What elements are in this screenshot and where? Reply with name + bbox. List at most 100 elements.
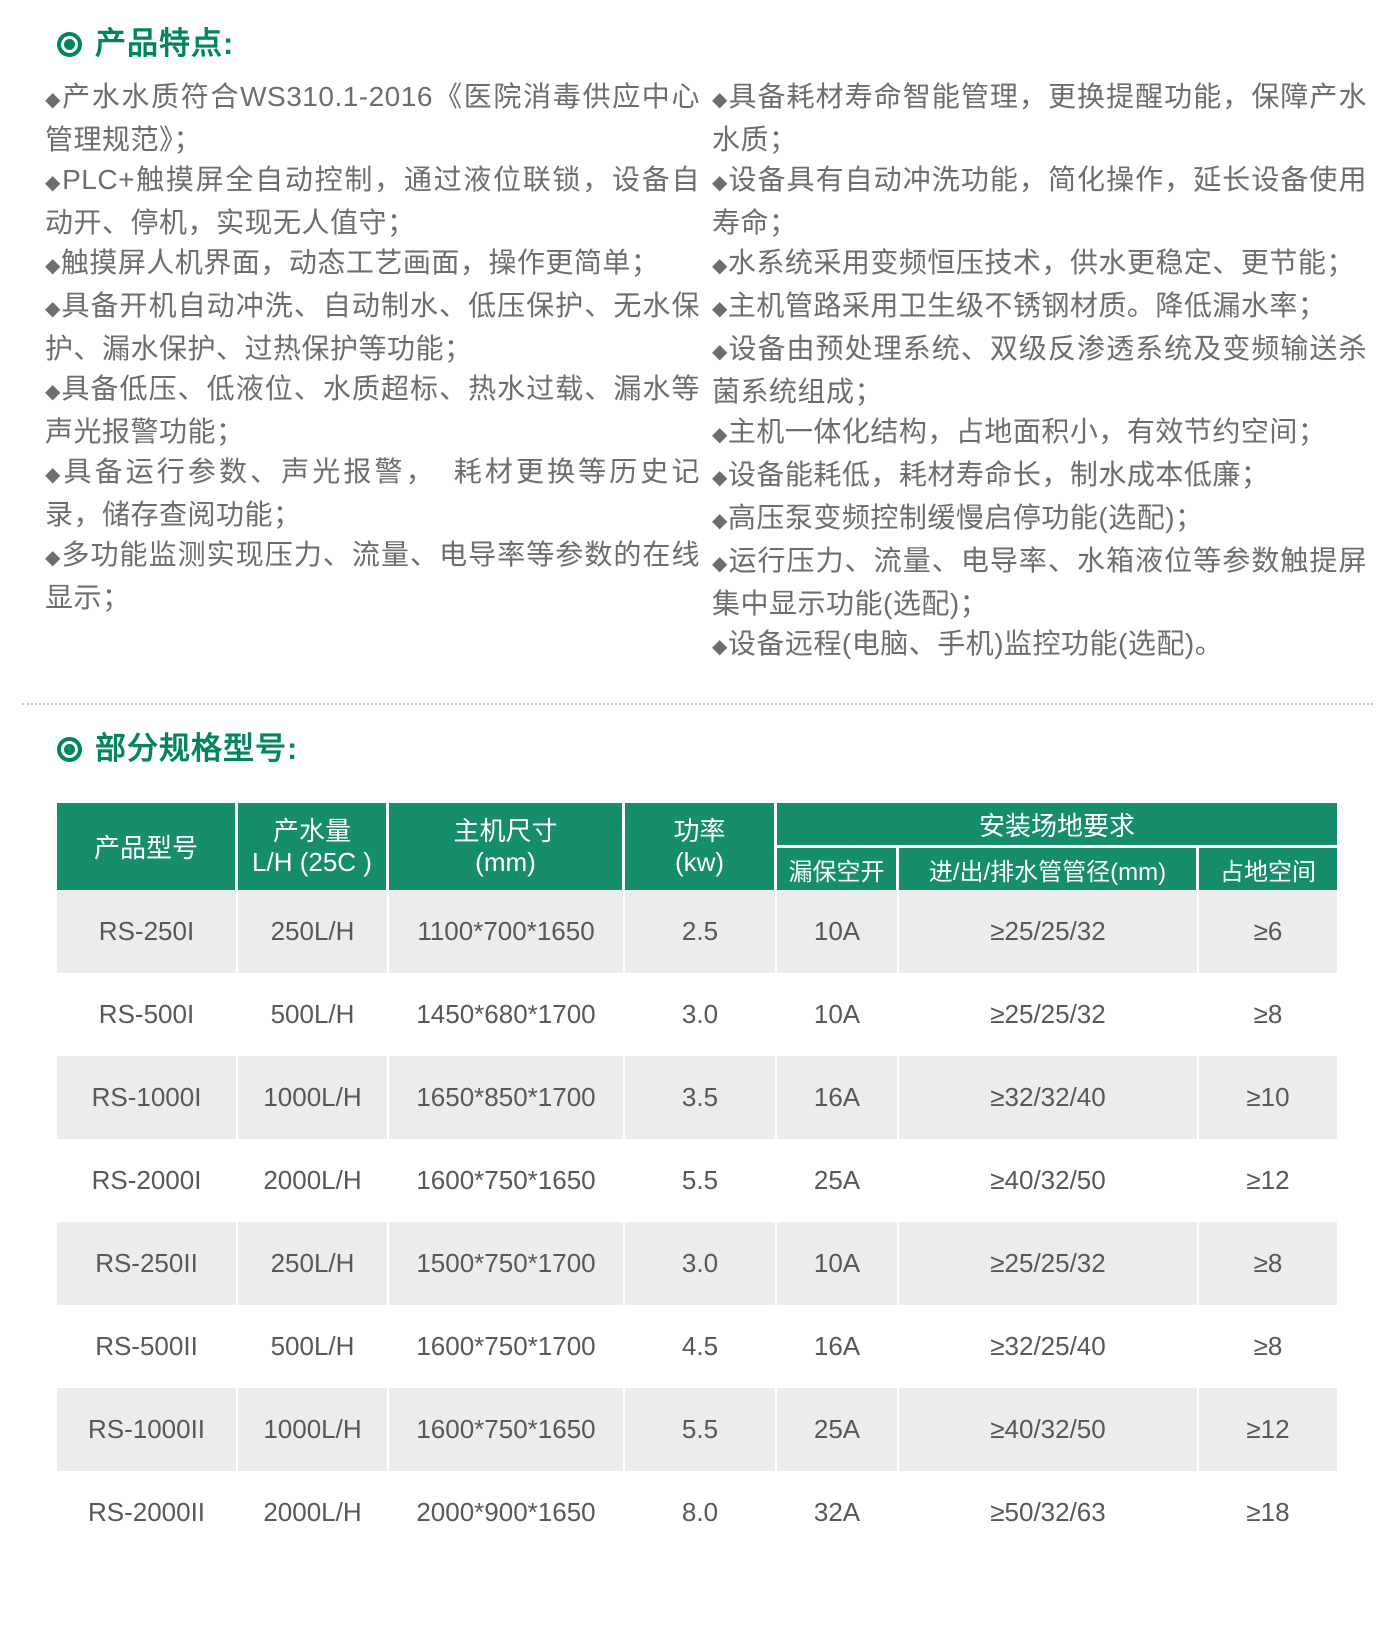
cell-capacity: 1000L/H <box>238 1056 389 1139</box>
spec-table-row: RS-1000II 1000L/H 1600*750*1650 5.5 25A … <box>57 1388 1338 1471</box>
cell-size: 1100*700*1650 <box>389 890 625 973</box>
features-left-column: ◆产水水质符合WS310.1-2016《医院消毒供应中心管理规范》； ◆PLC+… <box>45 77 700 667</box>
brochure-page: 产品特点: ◆产水水质符合WS310.1-2016《医院消毒供应中心管理规范》；… <box>0 26 1395 1626</box>
cell-capacity: 500L/H <box>238 973 389 1056</box>
cell-space: ≥8 <box>1253 999 1283 1029</box>
cell-model: RS-250II <box>57 1222 238 1305</box>
cell-power: 3.5 <box>625 1056 777 1139</box>
col-header-power-line2: (kw) <box>674 846 725 877</box>
cell-power: 3.0 <box>625 1222 777 1305</box>
cell-pipe: ≥40/32/50 <box>899 1139 1199 1222</box>
cell-size: 1650*850*1700 <box>389 1056 625 1139</box>
feature-item: ◆具备开机自动冲洗、自动制水、低压保护、无水保护、漏水保护、过热保护等功能； <box>45 290 700 364</box>
cell-pipe: ≥32/25/40 <box>899 1305 1199 1388</box>
cell-breaker: 16A <box>777 1305 899 1388</box>
spec-table-row: RS-500I 500L/H 1450*680*1700 3.0 10A ≥25… <box>57 973 1338 1056</box>
spec-table-row: RS-2000I 2000L/H 1600*750*1650 5.5 25A ≥… <box>57 1139 1338 1222</box>
feature-item: ◆触摸屏人机界面，动态工艺画面，操作更简单； <box>45 247 660 278</box>
cell-model: RS-500I <box>57 973 238 1056</box>
cell-pipe: ≥32/32/40 <box>899 1056 1199 1139</box>
cell-space: ≥8 <box>1253 1248 1283 1278</box>
col-header-power: 功率 (kw) <box>625 803 777 890</box>
cell-capacity: 2000L/H <box>238 1139 389 1222</box>
feature-item: ◆水系统采用变频恒压技术，供水更稳定、更节能； <box>712 247 1355 278</box>
cell-power: 8.0 <box>625 1471 777 1554</box>
cell-model: RS-1000II <box>57 1388 238 1471</box>
feature-item: ◆设备远程(电脑、手机)监控功能(选配)。 <box>712 628 1224 659</box>
feature-item: ◆具备运行参数、声光报警， 耗材更换等历史记录，储存查阅功能； <box>45 456 700 530</box>
cell-space: ≥10 <box>1246 1082 1290 1112</box>
feature-item: ◆多功能监测实现压力、流量、电导率等参数的在线显示； <box>45 539 700 613</box>
cell-breaker: 25A <box>777 1139 899 1222</box>
features-right-column: ◆具备耗材寿命智能管理，更换提醒功能，保障产水水质； ◆设备具有自动冲洗功能，简… <box>712 77 1367 667</box>
cell-model: RS-2000II <box>57 1471 238 1554</box>
specs-section-title: 部分规格型号: <box>95 731 299 766</box>
cell-space: ≥6 <box>1253 916 1283 946</box>
col-header-size-line1: 主机尺寸 <box>453 815 558 846</box>
cell-pipe: ≥50/32/63 <box>899 1471 1199 1554</box>
features-section-title: 产品特点: <box>95 26 235 61</box>
cell-model: RS-1000I <box>57 1056 238 1139</box>
feature-item: ◆具备低压、低液位、水质超标、热水过载、漏水等声光报警功能； <box>45 373 700 447</box>
features-columns: ◆产水水质符合WS310.1-2016《医院消毒供应中心管理规范》； ◆PLC+… <box>45 77 1395 667</box>
cell-pipe: ≥25/25/32 <box>899 890 1199 973</box>
cell-space: ≥18 <box>1246 1497 1290 1527</box>
feature-item: ◆具备耗材寿命智能管理，更换提醒功能，保障产水水质； <box>712 81 1367 155</box>
col-header-install-group: 安装场地要求 <box>777 803 1338 848</box>
cell-size: 1600*750*1650 <box>389 1139 625 1222</box>
col-header-size-line2: (mm) <box>475 846 536 877</box>
feature-item: ◆高压泵变频控制缓慢启停功能(选配)； <box>712 502 1204 533</box>
cell-capacity: 500L/H <box>238 1305 389 1388</box>
feature-item: ◆设备具有自动冲洗功能，简化操作，延长设备使用寿命； <box>712 164 1367 238</box>
spec-table-header: 产品型号 产水量 L/H (25C ) 主机尺寸 (mm) 功率 (kw) 安装… <box>57 803 1338 890</box>
features-section-header: 产品特点: <box>57 26 1395 62</box>
feature-item: ◆设备由预处理系统、双级反渗透系统及变频输送杀菌系统组成； <box>712 333 1367 407</box>
feature-item: ◆产水水质符合WS310.1-2016《医院消毒供应中心管理规范》； <box>45 81 700 155</box>
cell-size: 2000*900*1650 <box>389 1471 625 1554</box>
bullseye-icon <box>57 736 82 762</box>
cell-size: 1450*680*1700 <box>389 973 625 1056</box>
cell-breaker: 10A <box>777 890 899 973</box>
feature-item: ◆主机管路采用卫生级不锈钢材质。降低漏水率； <box>712 290 1327 321</box>
cell-power: 3.0 <box>625 973 777 1056</box>
cell-power: 2.5 <box>625 890 777 973</box>
cell-size: 1600*750*1700 <box>389 1305 625 1388</box>
cell-capacity: 250L/H <box>238 890 389 973</box>
spec-table-row: RS-250I 250L/H 1100*700*1650 2.5 10A ≥25… <box>57 890 1338 973</box>
cell-breaker: 25A <box>777 1388 899 1471</box>
cell-space: ≥12 <box>1246 1165 1290 1195</box>
cell-capacity: 250L/H <box>238 1222 389 1305</box>
cell-size: 1500*750*1700 <box>389 1222 625 1305</box>
cell-pipe: ≥25/25/32 <box>899 973 1199 1056</box>
feature-item: ◆运行压力、流量、电导率、水箱液位等参数触提屏集中显示功能(选配)； <box>712 545 1367 619</box>
col-header-space: 占地空间 <box>1199 848 1338 890</box>
cell-space: ≥12 <box>1246 1414 1290 1444</box>
cell-breaker: 10A <box>777 1222 899 1305</box>
cell-space: ≥8 <box>1253 1331 1283 1361</box>
spec-table-row: RS-250II 250L/H 1500*750*1700 3.0 10A ≥2… <box>57 1222 1338 1305</box>
cell-model: RS-2000I <box>57 1139 238 1222</box>
cell-capacity: 2000L/H <box>238 1471 389 1554</box>
specs-section-header: 部分规格型号: <box>57 731 1395 767</box>
cell-breaker: 32A <box>777 1471 899 1554</box>
col-header-capacity-line2: L/H (25C ) <box>252 846 372 877</box>
feature-item: ◆PLC+触摸屏全自动控制，通过液位联锁，设备自动开、停机，实现无人值守； <box>45 164 700 238</box>
spec-table-row: RS-2000II 2000L/H 2000*900*1650 8.0 32A … <box>57 1471 1338 1554</box>
cell-breaker: 10A <box>777 973 899 1056</box>
bullseye-icon <box>57 31 82 57</box>
col-header-pipe: 进/出/排水管管径(mm) <box>899 848 1199 890</box>
cell-capacity: 1000L/H <box>238 1388 389 1471</box>
col-header-capacity: 产水量 L/H (25C ) <box>238 803 389 890</box>
cell-size: 1600*750*1650 <box>389 1388 625 1471</box>
col-header-model: 产品型号 <box>57 803 238 890</box>
cell-power: 5.5 <box>625 1139 777 1222</box>
feature-item: ◆主机一体化结构，占地面积小，有效节约空间； <box>712 416 1327 447</box>
dotted-divider <box>22 703 1373 705</box>
cell-pipe: ≥25/25/32 <box>899 1222 1199 1305</box>
cell-breaker: 16A <box>777 1056 899 1139</box>
cell-model: RS-500II <box>57 1305 238 1388</box>
spec-table-body: RS-250I 250L/H 1100*700*1650 2.5 10A ≥25… <box>57 890 1338 1554</box>
cell-pipe: ≥40/32/50 <box>899 1388 1199 1471</box>
col-header-breaker: 漏保空开 <box>777 848 899 890</box>
cell-power: 4.5 <box>625 1305 777 1388</box>
